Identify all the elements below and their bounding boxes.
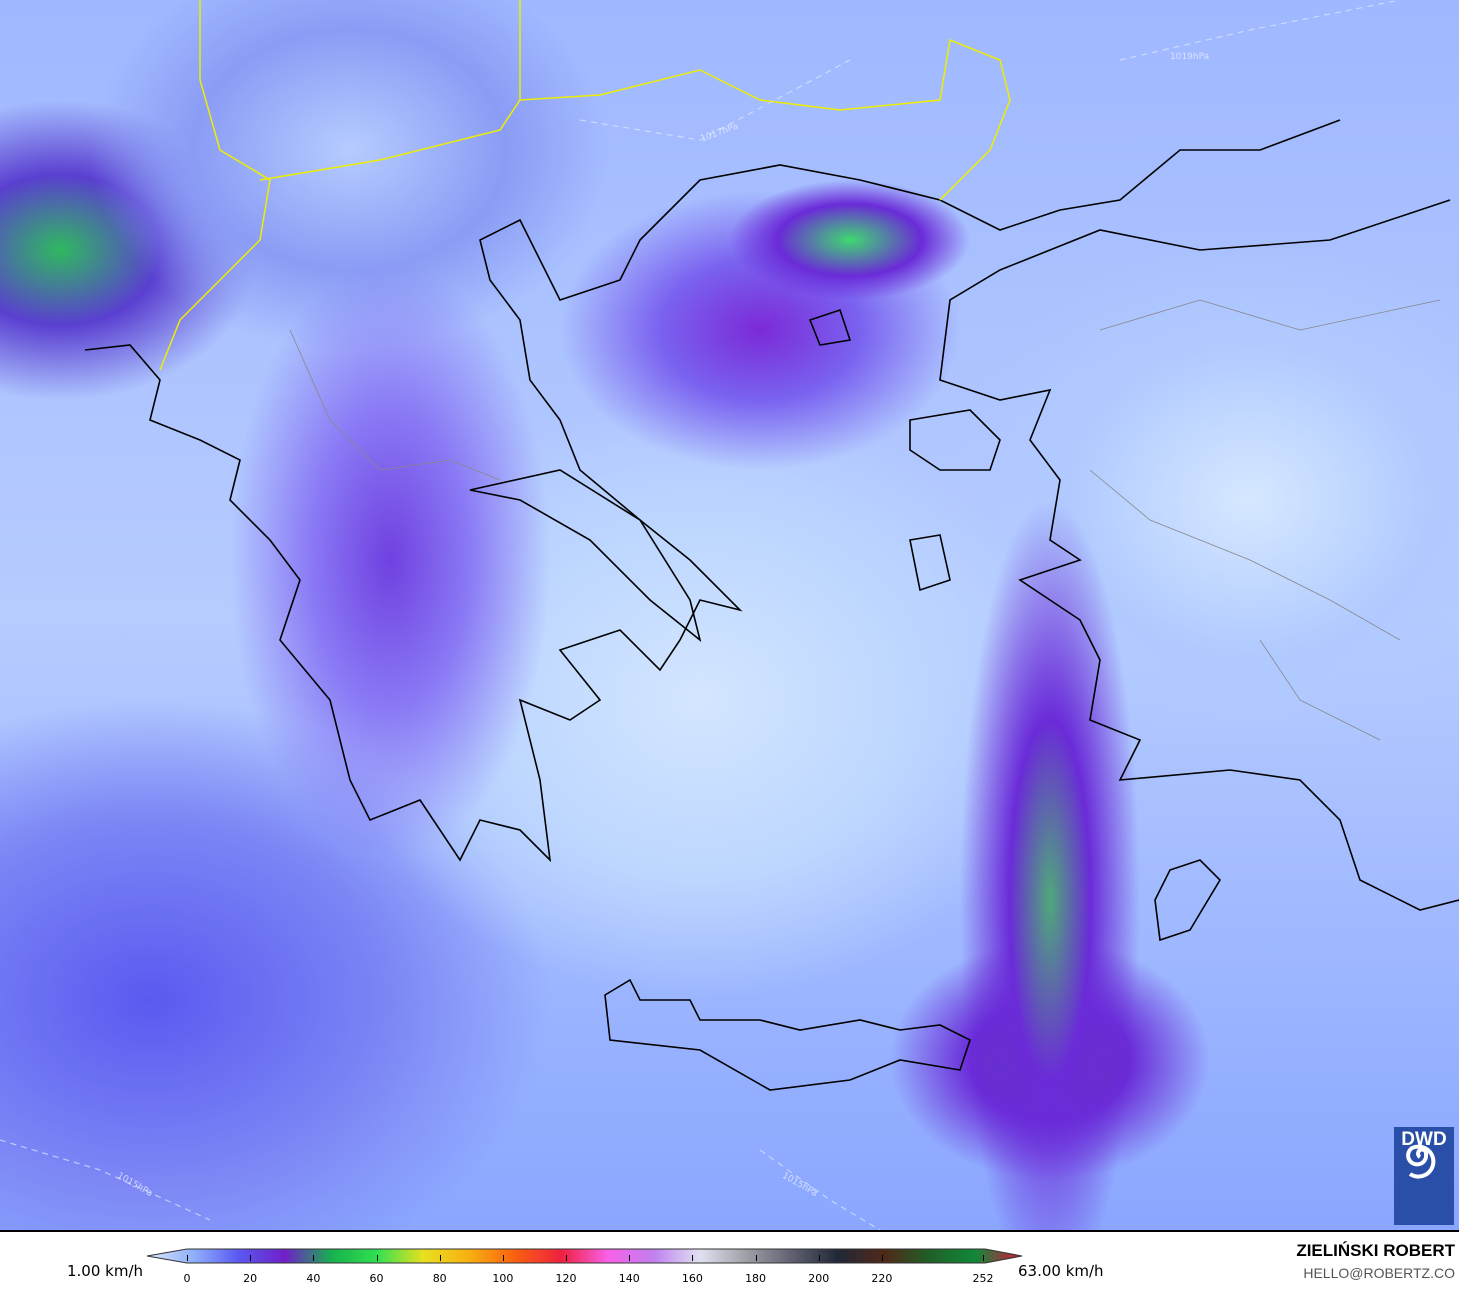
colorbar-tick (313, 1255, 315, 1261)
greece-mainland-coast (84, 119, 1341, 863)
dwd-logo-text: DWD (1401, 1129, 1447, 1150)
author-email: HELLO@ROBERTZ.CO (1303, 1265, 1455, 1281)
colorbar-tick-label: 160 (681, 1272, 703, 1285)
colorbar-tick (250, 1255, 252, 1261)
colorbar-tick (629, 1255, 631, 1261)
coastlines-borders (0, 0, 1459, 1230)
colorbar-tick (983, 1255, 984, 1261)
lesbos-coast (909, 409, 1001, 471)
dwd-logo: DWD (1394, 1127, 1454, 1225)
colorbar-tick (755, 1255, 757, 1261)
isobar-line (759, 1149, 881, 1230)
legend-max-label: 63.00 km/h (1018, 1262, 1104, 1280)
internal-borders (289, 299, 1441, 741)
crete-coast (604, 978, 971, 1091)
colorbar-fill (146, 1248, 1023, 1264)
colorbar-tick (692, 1255, 694, 1261)
turkey-coast (939, 199, 1459, 911)
colorbar-tick-label: 180 (745, 1272, 767, 1285)
thasos-coast (808, 308, 852, 346)
colorbar-legend: 1.00 km/h 0 20 40 60 80 100 120 140 160 180 200 220… (0, 1230, 1459, 1289)
author-credit: ZIELIŃSKI ROBERT (1296, 1241, 1455, 1260)
colorbar-tick (502, 1255, 504, 1261)
colorbar-tick (187, 1255, 188, 1261)
chios-coast (909, 534, 951, 592)
colorbar-tick (881, 1255, 883, 1261)
colorbar-tick-label: 80 (432, 1272, 447, 1285)
colorbar-tick-label: 252 (972, 1272, 994, 1285)
isobar-line (579, 59, 851, 141)
colorbar-tick-label: 120 (555, 1272, 577, 1285)
country-border-yellow (159, 0, 1011, 371)
colorbar-tick-label: 200 (808, 1272, 830, 1285)
legend-min-label: 1.00 km/h (67, 1262, 144, 1280)
colorbar-tick (439, 1255, 441, 1261)
colorbar-tick-label: 40 (306, 1272, 321, 1285)
evia-coast (469, 469, 702, 643)
isobar-label: 1019hPa (1170, 52, 1210, 62)
colorbar-tick-label: 140 (618, 1272, 640, 1285)
dwd-spiral-icon (1406, 1144, 1436, 1179)
colorbar-tick (566, 1255, 568, 1261)
rhodes-coast (1154, 859, 1222, 942)
colorbar-tick-label: 20 (243, 1272, 258, 1285)
colorbar-tick (818, 1255, 820, 1261)
colorbar-tick-label: 0 (183, 1272, 191, 1285)
isobar-line (1119, 0, 1401, 61)
colorbar-tick-label: 60 (369, 1272, 384, 1285)
colorbar (146, 1248, 1023, 1264)
colorbar-tick (376, 1255, 378, 1261)
wind-speed-map: 1015hPa 1019hPa 1015hPa 1017hPa DWD (0, 0, 1459, 1230)
colorbar-tick-label: 220 (871, 1272, 893, 1285)
colorbar-tick-label: 100 (492, 1272, 514, 1285)
isobar-line (0, 1139, 211, 1221)
